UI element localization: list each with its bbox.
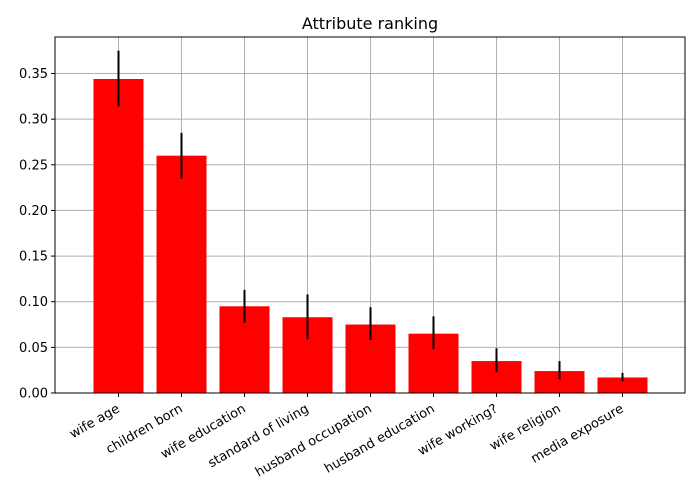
- x-tick-label: wife age: [67, 401, 122, 442]
- error-bars: [117, 50, 624, 382]
- bars: [93, 78, 648, 393]
- y-tick-label: 0.25: [19, 158, 48, 173]
- chart-title: Attribute ranking: [302, 14, 438, 33]
- bar: [93, 78, 144, 393]
- x-tick-label: husband occupation: [253, 401, 375, 480]
- y-tick-label: 0.20: [19, 204, 48, 219]
- y-tick-label: 0.35: [19, 67, 48, 82]
- y-tick-label: 0.30: [19, 113, 48, 128]
- y-tick-label: 0.05: [19, 341, 48, 356]
- y-tick-label: 0.15: [19, 250, 48, 265]
- bar: [156, 155, 207, 393]
- x-tick-label: husband education: [322, 401, 437, 476]
- y-tick-label: 0.10: [19, 295, 48, 310]
- bar: [597, 377, 648, 393]
- y-tick-label: 0.00: [19, 387, 48, 402]
- bar: [534, 371, 585, 393]
- y-axis: 0.00 0.05 0.10 0.15 0.20 0.25 0.30 0.35: [19, 67, 55, 402]
